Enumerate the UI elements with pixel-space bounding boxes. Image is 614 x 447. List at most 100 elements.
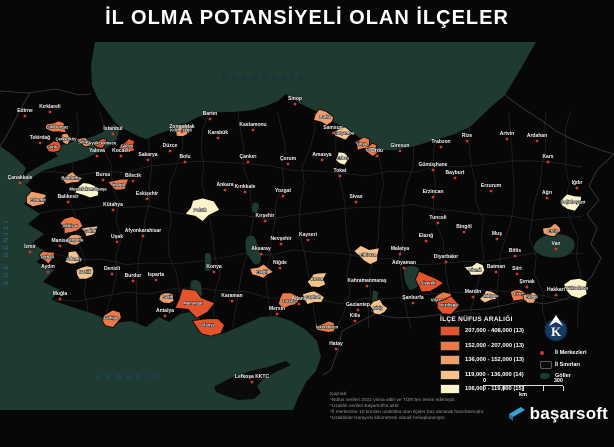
city-label: Uşak <box>111 234 123 240</box>
city-label: Kütahya <box>103 202 123 208</box>
district-label: Mustafakemalpaşa <box>69 187 107 192</box>
source-note-line: *Uzaklık verileri Başarsoft'a aittir. <box>330 404 400 409</box>
city-label: Batman <box>487 264 505 270</box>
city-center-dot <box>111 208 115 212</box>
city-center-dot <box>494 270 498 274</box>
city-center-dot <box>58 244 62 248</box>
district-label: Çarşamba <box>334 131 355 136</box>
marmara-sea-shape <box>21 124 119 184</box>
district-label: Doğubayazıt <box>561 200 586 205</box>
province-border-line <box>200 111 221 329</box>
district-shape <box>93 137 108 149</box>
city-label: Adana <box>291 296 307 302</box>
city-center-dot <box>230 299 234 303</box>
district-label: Silopi <box>526 295 537 300</box>
district-shape <box>62 170 84 185</box>
city-center-dot <box>208 117 212 121</box>
district-shape <box>38 250 55 265</box>
city-label: Adıyaman <box>392 260 416 266</box>
city-center-dot <box>275 312 279 316</box>
map-symbols-legend: İl Merkezleri İl Sınırları Göller <box>540 350 587 384</box>
lake-hirfanli <box>252 202 259 213</box>
city-label: Sivas <box>349 194 362 200</box>
city-label: Erzurum <box>481 183 502 189</box>
city-center-dot <box>212 270 216 274</box>
district-label: Bafra <box>320 115 331 120</box>
province-border-line <box>232 111 254 329</box>
city-label: Nevşehir <box>270 236 291 242</box>
city-center-dot <box>66 200 70 204</box>
city-center-dot <box>424 239 428 243</box>
city-label: Sakarya <box>138 152 157 158</box>
city-center-dot <box>453 176 457 180</box>
city-center-dot <box>554 247 558 251</box>
district-shape <box>107 178 130 191</box>
city-center-dot <box>286 162 290 166</box>
city-label: Tunceli <box>429 215 447 221</box>
province-border-line <box>496 111 515 329</box>
source-note-line: *Nüfus verileri 2022 yılına aittir ve TÜ… <box>330 398 456 403</box>
city-label: Siirt <box>512 266 522 272</box>
city-label: Çorum <box>280 156 297 162</box>
city-center-dot <box>111 132 115 136</box>
district-label: İnegöl <box>113 183 125 188</box>
city-label: Erzincan <box>423 189 444 195</box>
city-label: Karaman <box>221 293 242 299</box>
city-label: Muş <box>492 231 502 237</box>
scale-unit: km <box>519 392 527 398</box>
city-center-dot <box>146 158 150 162</box>
city-center-dot <box>131 279 135 283</box>
district-label: Bismil <box>469 268 482 273</box>
city-label: Kocaeli <box>112 148 130 154</box>
city-center-dot <box>259 252 263 256</box>
province-border-line <box>399 111 417 329</box>
symbol-label: İl Merkezleri <box>555 350 587 356</box>
district-label: Salihli <box>84 229 96 234</box>
city-label: Kırklareli <box>39 104 61 110</box>
city-center-dot <box>575 186 579 190</box>
city-center-dot <box>436 221 440 225</box>
city-label: Ordu <box>371 148 383 154</box>
district-shape <box>175 123 190 138</box>
city-center-dot <box>439 145 443 149</box>
map-labels-layer: Edirne Kırklareli Tekirdağ İstanbul Yalova Ko… <box>7 96 583 384</box>
province-border-line <box>466 111 484 329</box>
city-center-dot <box>431 168 435 172</box>
city-label: Bingöl <box>456 224 472 230</box>
city-label: Diyarbakır <box>434 254 459 260</box>
district-label: Cizre <box>514 292 525 297</box>
legend-swatch <box>440 384 460 394</box>
district-label: Gebze <box>121 144 134 149</box>
city-center-dot <box>180 130 184 134</box>
city-center-dot <box>402 266 406 270</box>
symbol-province-centers: İl Merkezleri <box>540 350 587 356</box>
city-label: Denizli <box>104 266 121 272</box>
city-label: Mersin <box>269 306 285 312</box>
city-label: Eskişehir <box>136 191 158 197</box>
legend-swatch <box>440 340 460 351</box>
district-label: Ceyhan <box>305 295 321 300</box>
city-label: Elazığ <box>419 233 433 239</box>
city-center-dot <box>411 301 415 305</box>
city-label: Manisa <box>52 238 69 244</box>
city-center-dot <box>365 284 369 288</box>
legend-rows: 207,000 - 408,000 (13) 152,000 - 207,000 … <box>440 326 524 394</box>
black-sea-shape <box>91 42 536 150</box>
district-label: Midyat <box>483 294 497 299</box>
source-notes: Kaynak: *Nüfus verileri 2022 yılına aitti… <box>330 392 485 422</box>
district-shape <box>174 288 216 319</box>
city-center-dot <box>489 189 493 193</box>
district-shape <box>301 290 325 305</box>
city-label: Çankırı <box>240 154 258 160</box>
source-note-line: *Uzaklıklar Karayolu kilometresi olarak … <box>330 416 446 421</box>
province-border-line <box>29 249 583 266</box>
district-label: İskenderun <box>316 325 339 330</box>
basarsoft-logo: başarsoft <box>508 404 608 424</box>
city-center-dot <box>495 237 499 241</box>
sea-shapes <box>0 42 536 410</box>
city-label: Yozgat <box>275 188 291 194</box>
district-label: Akhisar <box>62 224 78 229</box>
city-label: Bartın <box>203 111 217 117</box>
symbol-label: Göller <box>555 373 571 379</box>
district-label: Serik <box>163 295 174 300</box>
